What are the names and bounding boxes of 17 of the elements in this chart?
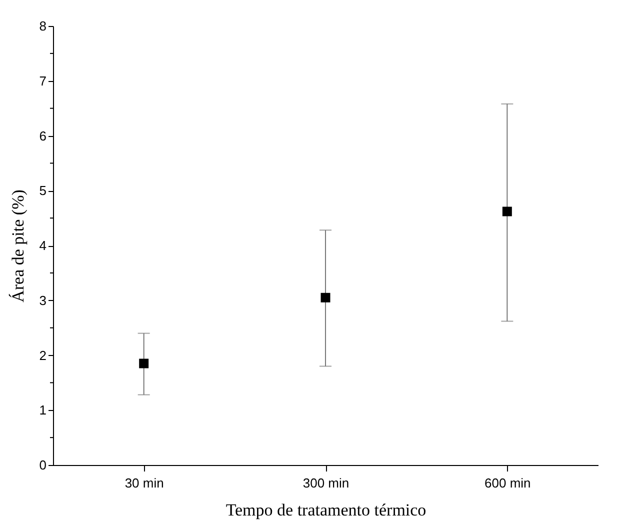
x-axis-title: Tempo de tratamento térmico <box>226 500 426 520</box>
y-tick-label: 1 <box>39 402 46 418</box>
x-tick-label: 600 min <box>484 476 531 490</box>
y-axis-title: Área de pite (%) <box>8 190 28 302</box>
x-tick-label: 30 min <box>124 476 164 490</box>
y-tick-label: 3 <box>39 292 46 308</box>
y-tick-label: 4 <box>39 238 46 253</box>
y-tick-label: 5 <box>39 183 46 198</box>
point <box>139 358 149 368</box>
y-tick-label: 8 <box>39 18 46 34</box>
x-tick-label: 300 min <box>302 476 350 490</box>
point <box>502 206 512 216</box>
y-tick-label: 0 <box>39 458 46 472</box>
y-tick-label: 7 <box>39 73 46 88</box>
y-tick-label: 2 <box>39 348 46 363</box>
point <box>320 292 330 302</box>
y-tick-label: 6 <box>39 128 46 144</box>
